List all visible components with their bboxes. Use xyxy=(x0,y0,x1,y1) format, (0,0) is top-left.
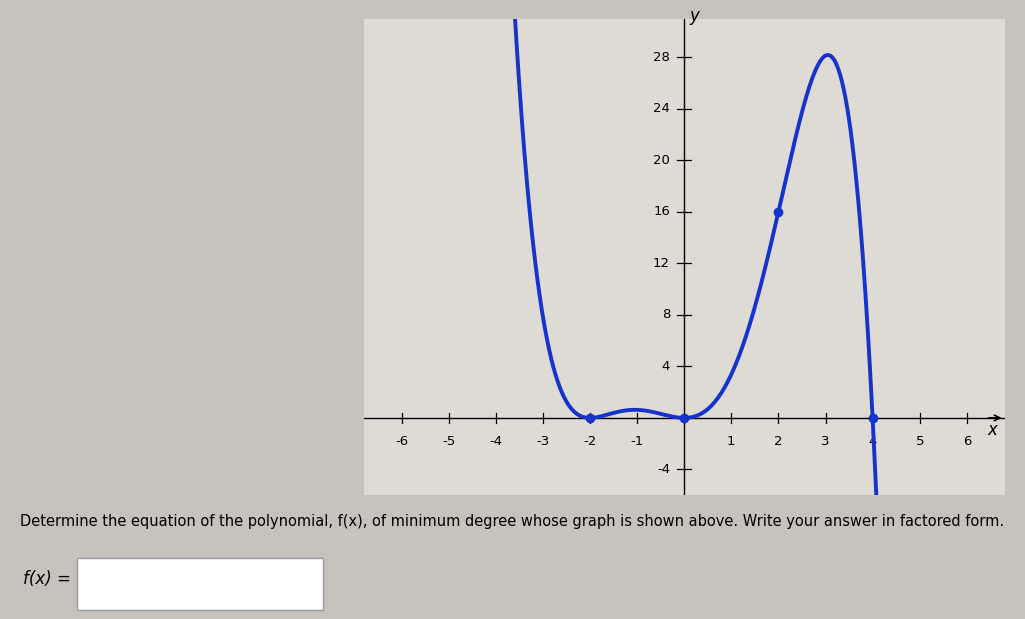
Text: 6: 6 xyxy=(962,435,971,448)
Text: 1: 1 xyxy=(727,435,736,448)
Text: f(x) =: f(x) = xyxy=(23,570,71,589)
Text: -2: -2 xyxy=(583,435,597,448)
Text: -1: -1 xyxy=(630,435,644,448)
Text: -4: -4 xyxy=(657,463,670,476)
Text: -6: -6 xyxy=(395,435,408,448)
Text: 4: 4 xyxy=(868,435,876,448)
Text: 3: 3 xyxy=(821,435,830,448)
Text: 8: 8 xyxy=(662,308,670,321)
Text: 16: 16 xyxy=(653,206,670,219)
Text: 12: 12 xyxy=(653,257,670,270)
Text: 20: 20 xyxy=(653,154,670,167)
Text: 4: 4 xyxy=(662,360,670,373)
Text: 2: 2 xyxy=(774,435,783,448)
Text: -5: -5 xyxy=(442,435,455,448)
FancyBboxPatch shape xyxy=(77,558,323,610)
Text: y: y xyxy=(690,7,699,25)
Text: -4: -4 xyxy=(489,435,502,448)
Text: 24: 24 xyxy=(653,102,670,115)
Text: Determine the equation of the polynomial, f(x), of minimum degree whose graph is: Determine the equation of the polynomial… xyxy=(20,514,1004,529)
Text: 5: 5 xyxy=(915,435,924,448)
Text: -3: -3 xyxy=(536,435,549,448)
Text: x: x xyxy=(988,421,997,439)
Text: 28: 28 xyxy=(653,51,670,64)
